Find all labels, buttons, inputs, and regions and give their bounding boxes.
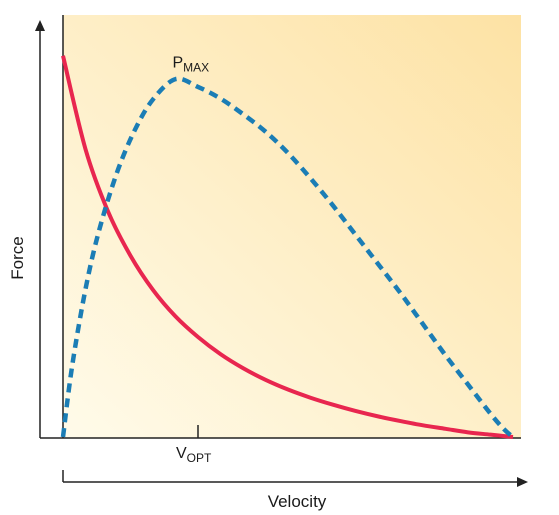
x-ticks: VOPT	[176, 425, 212, 465]
force-arrow-head	[35, 20, 45, 31]
x-tick-label: VOPT	[176, 445, 212, 465]
x-axis-label: Velocity	[268, 492, 327, 511]
annotations: PMAX	[173, 54, 210, 74]
power-curve-dashed	[60, 76, 515, 439]
force-arrow	[35, 20, 45, 438]
axes	[40, 15, 521, 439]
force-velocity-curve	[61, 55, 514, 439]
velocity-arrow-head	[517, 477, 528, 487]
y-axis-label: Force	[8, 236, 27, 279]
plot-background	[63, 15, 521, 438]
velocity-arrow	[62, 470, 528, 487]
series-layer	[60, 55, 515, 439]
pmax-annotation: PMAX	[173, 54, 210, 74]
